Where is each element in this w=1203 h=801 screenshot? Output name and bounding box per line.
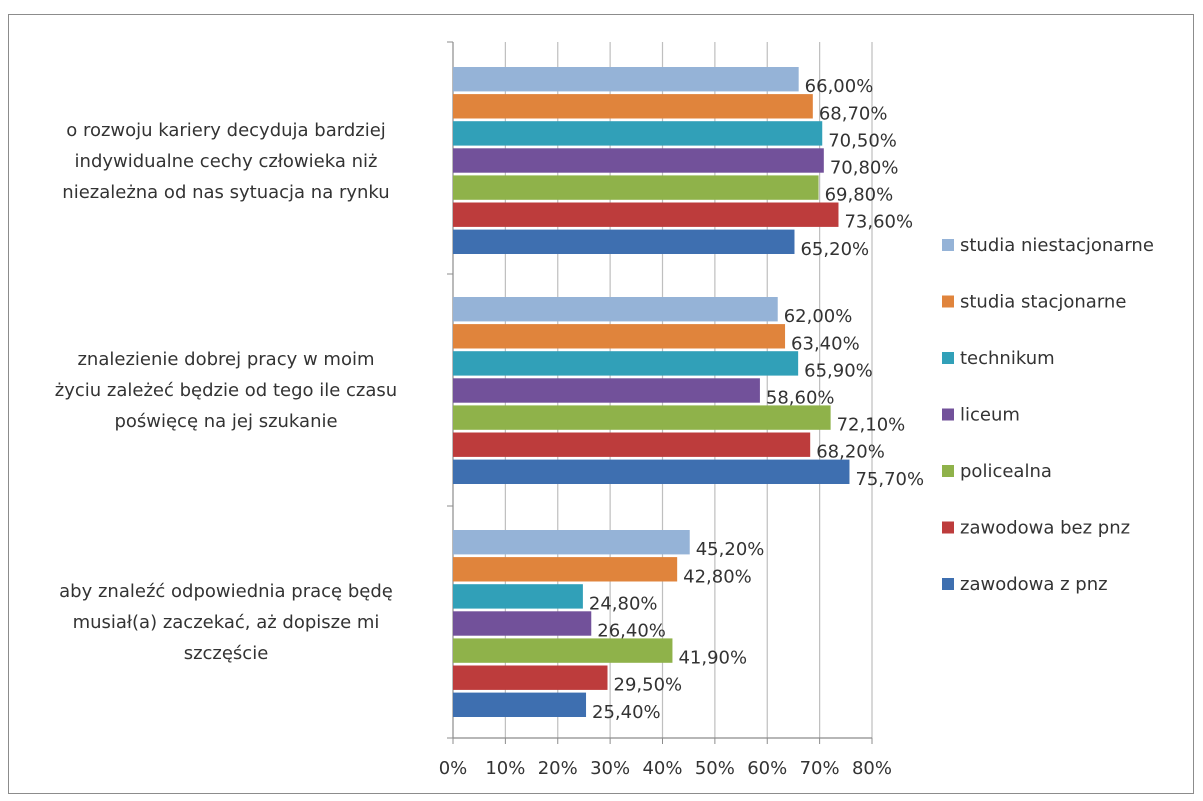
x-tick-label: 30% [590,758,630,779]
data-label: 68,20% [816,442,885,463]
bar [453,432,811,457]
data-label: 70,50% [828,130,897,151]
data-label: 24,80% [589,593,658,614]
data-label: 63,40% [791,333,860,354]
legend-label: zawodowa bez pnz [960,518,1130,539]
data-label: 72,10% [837,415,906,436]
legend-label: policealna [960,461,1052,482]
x-tick-label: 0% [439,758,468,779]
bar [453,297,778,322]
bar [453,351,799,376]
bar [453,378,760,403]
legend-label: zawodowa z pnz [960,574,1108,595]
bar [453,557,678,582]
bar [453,121,823,146]
bar [453,665,608,690]
x-tick-label: 70% [800,758,840,779]
data-label: 25,40% [592,702,661,723]
category-label: musiał(a) zaczekać, aż dopisze mi [73,612,380,633]
data-label: 65,20% [800,239,869,260]
data-label: 26,40% [597,621,666,642]
legend-swatch [942,578,954,590]
bar [453,229,795,254]
legend-label: liceum [960,405,1020,426]
category-label: niezależna od nas sytuacja na rynku [62,182,389,203]
category-label: szczęście [184,643,269,664]
legend-swatch [942,295,954,308]
data-label: 75,70% [855,469,924,490]
data-label: 41,90% [678,648,747,669]
legend-swatch [942,521,954,534]
bar [453,692,587,717]
data-label: 58,60% [766,388,835,409]
data-label: 66,00% [805,76,874,97]
data-label: 73,60% [844,212,913,233]
x-tick-label: 50% [695,758,735,779]
data-label: 69,80% [825,185,894,206]
bar [453,611,592,636]
data-label: 42,80% [683,566,752,587]
legend-swatch [942,465,954,477]
bar [453,405,831,430]
bar [453,175,819,200]
category-label: znalezienie dobrej pracy w moim [77,349,374,370]
bar [453,530,690,555]
bar [453,94,813,119]
data-label: 70,80% [830,158,899,179]
bar [453,67,799,92]
x-tick-label: 80% [852,758,892,779]
data-label: 62,00% [784,306,853,327]
data-label: 68,70% [819,103,888,124]
legend-label: technikum [960,348,1055,369]
x-tick-label: 60% [747,758,787,779]
category-label: życiu zależeć będzie od tego ile czasu [55,380,397,401]
bar [453,202,839,227]
category-label: poświęcę na jej szukanie [114,411,337,432]
category-label: aby znaleźć odpowiednia pracę będę [59,581,393,602]
data-label: 45,20% [696,539,765,560]
legend-swatch [942,408,954,421]
bar [453,459,850,484]
x-tick-label: 20% [538,758,578,779]
data-label: 65,90% [804,360,873,381]
category-label: o rozwoju kariery decyduja bardziej [66,120,386,141]
legend-swatch [942,352,954,364]
category-label: indywidualne cechy człowieka niż [75,151,378,172]
bar [453,638,673,663]
legend-label: studia stacjonarne [960,292,1126,313]
data-label: 29,50% [614,675,683,696]
x-tick-label: 40% [642,758,682,779]
bar [453,148,824,173]
x-tick-label: 10% [485,758,525,779]
legend-label: studia niestacjonarne [960,235,1154,256]
bar [453,324,786,349]
legend-swatch [942,239,954,251]
bar [453,584,583,609]
